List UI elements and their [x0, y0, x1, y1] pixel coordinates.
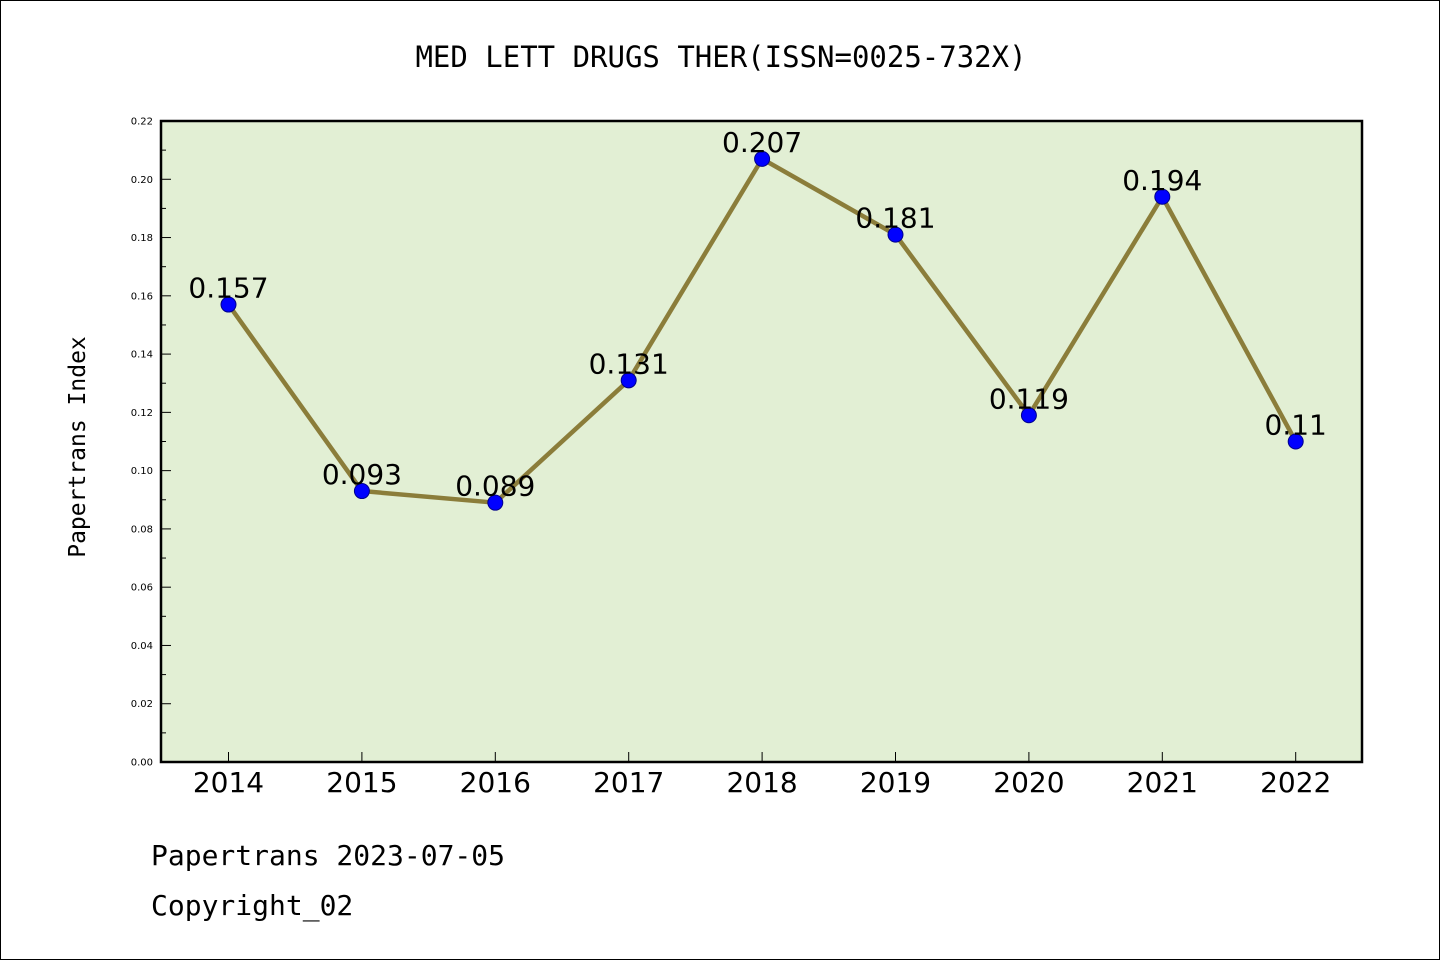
y-tick-label: 0.22 — [131, 117, 153, 128]
data-point — [1287, 433, 1304, 450]
footer-copyright: Copyright_02 — [151, 889, 353, 923]
y-tick-label: 0.10 — [131, 466, 153, 477]
data-label-layer: 0.157 0.093 0.089 0.131 0.207 0.181 0.119 0.194… — [188, 126, 1326, 503]
footer-date: Papertrans 2023-07-05 — [151, 839, 505, 872]
y-tick-label: 0.18 — [131, 233, 153, 244]
data-point — [1020, 407, 1037, 424]
marker-layer — [220, 150, 1304, 511]
y-tick-label: 0.08 — [131, 524, 153, 535]
data-point — [1154, 188, 1171, 205]
data-label: 0.11 — [1265, 409, 1327, 442]
y-tick-label: 0.16 — [131, 291, 153, 302]
y-tick-label: 0.04 — [131, 641, 153, 652]
x-tick-label: 2015 — [326, 766, 397, 799]
x-tick-label: 2016 — [460, 766, 531, 799]
data-label: 0.119 — [989, 382, 1069, 415]
data-label: 0.157 — [188, 272, 268, 305]
x-tick-label: 2020 — [993, 766, 1064, 799]
y-tick-label: 0.20 — [131, 175, 153, 186]
data-point — [220, 296, 237, 313]
x-tick-label: 2017 — [593, 766, 664, 799]
data-label: 0.207 — [722, 126, 802, 159]
chart-title: MED LETT DRUGS THER(ISSN=0025-732X) — [415, 40, 1026, 74]
y-axis-label: Papertrans Index — [65, 336, 91, 558]
data-point — [620, 372, 637, 389]
y-tick-label: 0.06 — [131, 583, 153, 594]
y-axis: 0.00 0.02 0.04 0.06 0.08 0.10 0.12 0.14 0.16 0.18… — [131, 117, 171, 769]
x-tick-label: 2018 — [726, 766, 797, 799]
data-point — [754, 150, 771, 167]
data-label: 0.181 — [855, 202, 935, 235]
x-tick-label: 2014 — [193, 766, 264, 799]
y-tick-label: 0.12 — [131, 408, 153, 419]
data-label: 0.131 — [589, 347, 669, 380]
data-label: 0.194 — [1122, 164, 1202, 197]
x-axis: 2014 2015 2016 2017 2018 2019 2020 2021 2022 — [193, 752, 1331, 799]
x-tick-label: 2022 — [1260, 766, 1331, 799]
plot-border — [159, 119, 1364, 764]
x-tick-label: 2019 — [860, 766, 931, 799]
x-tick-label: 2021 — [1127, 766, 1198, 799]
data-label: 0.089 — [455, 470, 535, 503]
data-point — [887, 226, 904, 243]
data-point — [487, 494, 504, 511]
y-tick-label: 0.14 — [131, 350, 153, 361]
plot-area — [161, 121, 1362, 762]
y-tick-label: 0.02 — [131, 699, 153, 710]
data-label: 0.093 — [322, 458, 402, 491]
y-tick-label: 0.00 — [131, 758, 153, 769]
data-point — [353, 483, 370, 500]
